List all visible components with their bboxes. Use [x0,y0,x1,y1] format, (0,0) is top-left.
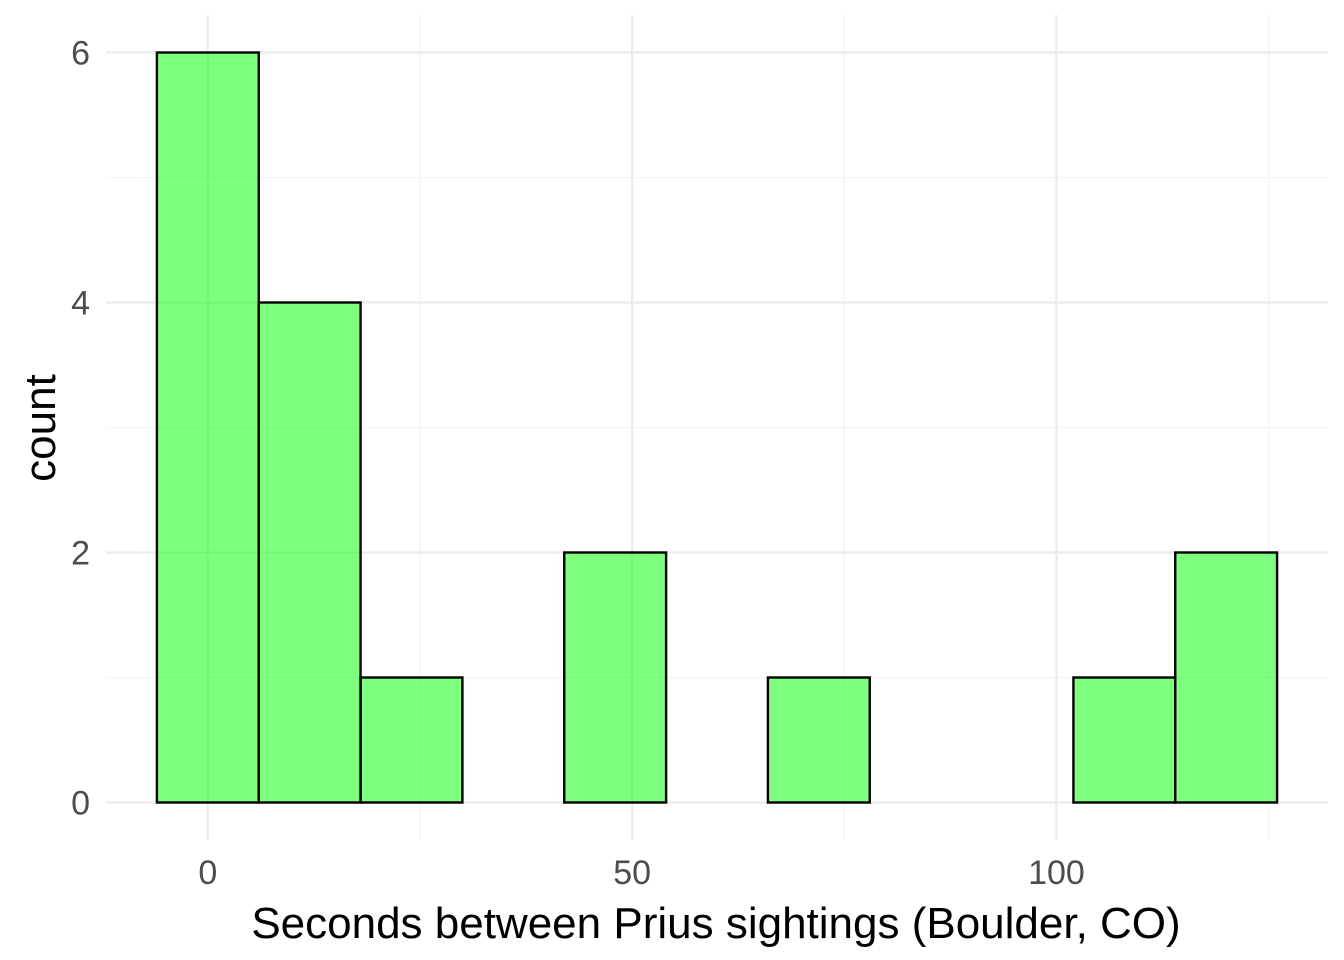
x-axis-title: Seconds between Prius sightings (Boulder… [251,899,1180,948]
y-tick-label: 0 [71,785,90,823]
y-tick-label: 4 [71,285,90,323]
y-axis-title: count [16,374,65,482]
x-tick-label: 50 [613,854,651,892]
x-axis-tick-labels: 0 50 100 [198,854,1084,892]
histogram-bar [257,301,362,804]
bars [155,51,1279,804]
histogram-bar [1174,551,1279,804]
y-tick-label: 6 [71,35,90,73]
histogram-bar [359,676,464,804]
y-axis-tick-labels: 0 2 4 6 [71,35,90,823]
histogram-bar [1072,676,1177,804]
histogram-bar [155,51,260,804]
x-tick-label: 0 [198,854,217,892]
histogram-bar [563,551,668,804]
x-tick-label: 100 [1028,854,1085,892]
y-tick-label: 2 [71,535,90,573]
histogram-bar [766,676,871,804]
